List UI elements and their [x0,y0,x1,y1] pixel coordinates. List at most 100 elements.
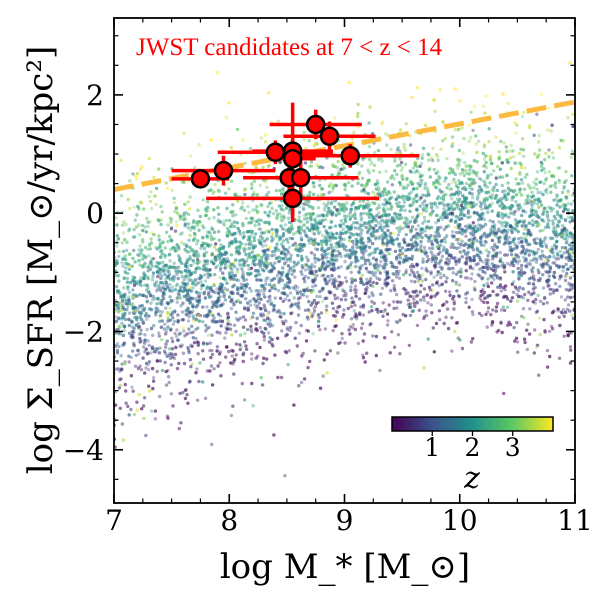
galaxy-point [497,220,501,224]
galaxy-point [577,236,580,239]
galaxy-point [259,234,263,239]
galaxy-point [151,386,155,391]
galaxy-point [501,305,505,309]
galaxy-point [472,104,477,108]
galaxy-point [169,363,173,367]
galaxy-point [195,242,199,246]
galaxy-point [353,288,357,292]
galaxy-point [338,236,342,240]
galaxy-point [272,433,276,437]
galaxy-point [527,184,531,188]
galaxy-point [321,260,325,265]
galaxy-point [384,201,389,205]
galaxy-point [458,99,462,103]
galaxy-point [134,353,138,357]
galaxy-point [316,313,320,317]
galaxy-point [195,367,199,371]
galaxy-point [578,159,581,162]
galaxy-point [159,249,163,253]
galaxy-point [146,224,150,228]
galaxy-point [420,231,424,235]
galaxy-point [560,311,565,315]
galaxy-point [392,283,396,288]
galaxy-point [429,234,433,238]
galaxy-point [422,298,426,303]
galaxy-point [288,305,293,309]
galaxy-point [181,289,185,293]
galaxy-point [249,266,254,270]
galaxy-point [134,225,139,229]
galaxy-point [503,270,507,274]
galaxy-point [287,349,291,353]
galaxy-point [194,283,198,287]
galaxy-point [459,267,463,271]
galaxy-point [522,187,527,191]
galaxy-point [397,261,401,265]
galaxy-point [270,206,274,211]
galaxy-point [441,139,445,143]
galaxy-point [227,295,232,299]
galaxy-point [172,319,177,323]
galaxy-point [566,303,571,307]
galaxy-point [276,288,281,293]
galaxy-point [253,299,258,304]
galaxy-point [467,177,471,181]
galaxy-point [277,277,281,282]
galaxy-point [166,375,171,379]
galaxy-point [353,208,358,212]
galaxy-point [306,365,310,370]
galaxy-point [241,359,245,364]
galaxy-point [188,357,193,362]
galaxy-point [271,237,275,241]
galaxy-point [401,197,406,202]
galaxy-point [536,268,540,272]
galaxy-point [395,320,400,325]
galaxy-point [164,329,168,334]
galaxy-point [489,172,493,177]
galaxy-point [144,366,148,370]
galaxy-point [197,276,201,281]
galaxy-point [258,278,262,282]
galaxy-point [161,260,165,265]
galaxy-point [321,255,325,259]
galaxy-point [210,348,214,353]
galaxy-point [263,210,267,215]
galaxy-point [157,219,161,223]
galaxy-point [408,143,413,147]
galaxy-point [503,253,507,257]
galaxy-point [216,291,221,296]
galaxy-point [359,216,364,220]
galaxy-point [367,121,371,125]
galaxy-point [556,307,560,311]
galaxy-point [210,442,214,447]
galaxy-point [554,257,558,261]
galaxy-point [157,261,162,266]
galaxy-point [499,321,503,325]
galaxy-point [430,288,434,293]
galaxy-point [548,184,552,189]
galaxy-point [368,323,372,327]
galaxy-point [552,270,556,275]
galaxy-point [403,240,407,244]
galaxy-point [232,372,236,376]
galaxy-point [203,263,207,267]
galaxy-point [542,219,546,223]
galaxy-point [246,256,250,260]
galaxy-point [490,246,494,250]
galaxy-point [142,341,147,345]
galaxy-point [234,310,238,314]
galaxy-point [264,258,268,262]
galaxy-point [338,171,342,175]
galaxy-point [178,331,183,335]
galaxy-point [168,259,172,263]
galaxy-point [151,274,155,279]
galaxy-point [479,226,483,230]
galaxy-point [405,217,410,222]
galaxy-point [121,298,125,302]
galaxy-point [346,224,350,229]
galaxy-point [434,238,438,242]
galaxy-point [556,221,560,226]
galaxy-point [137,352,141,356]
galaxy-point [384,242,389,246]
galaxy-point [333,258,337,262]
